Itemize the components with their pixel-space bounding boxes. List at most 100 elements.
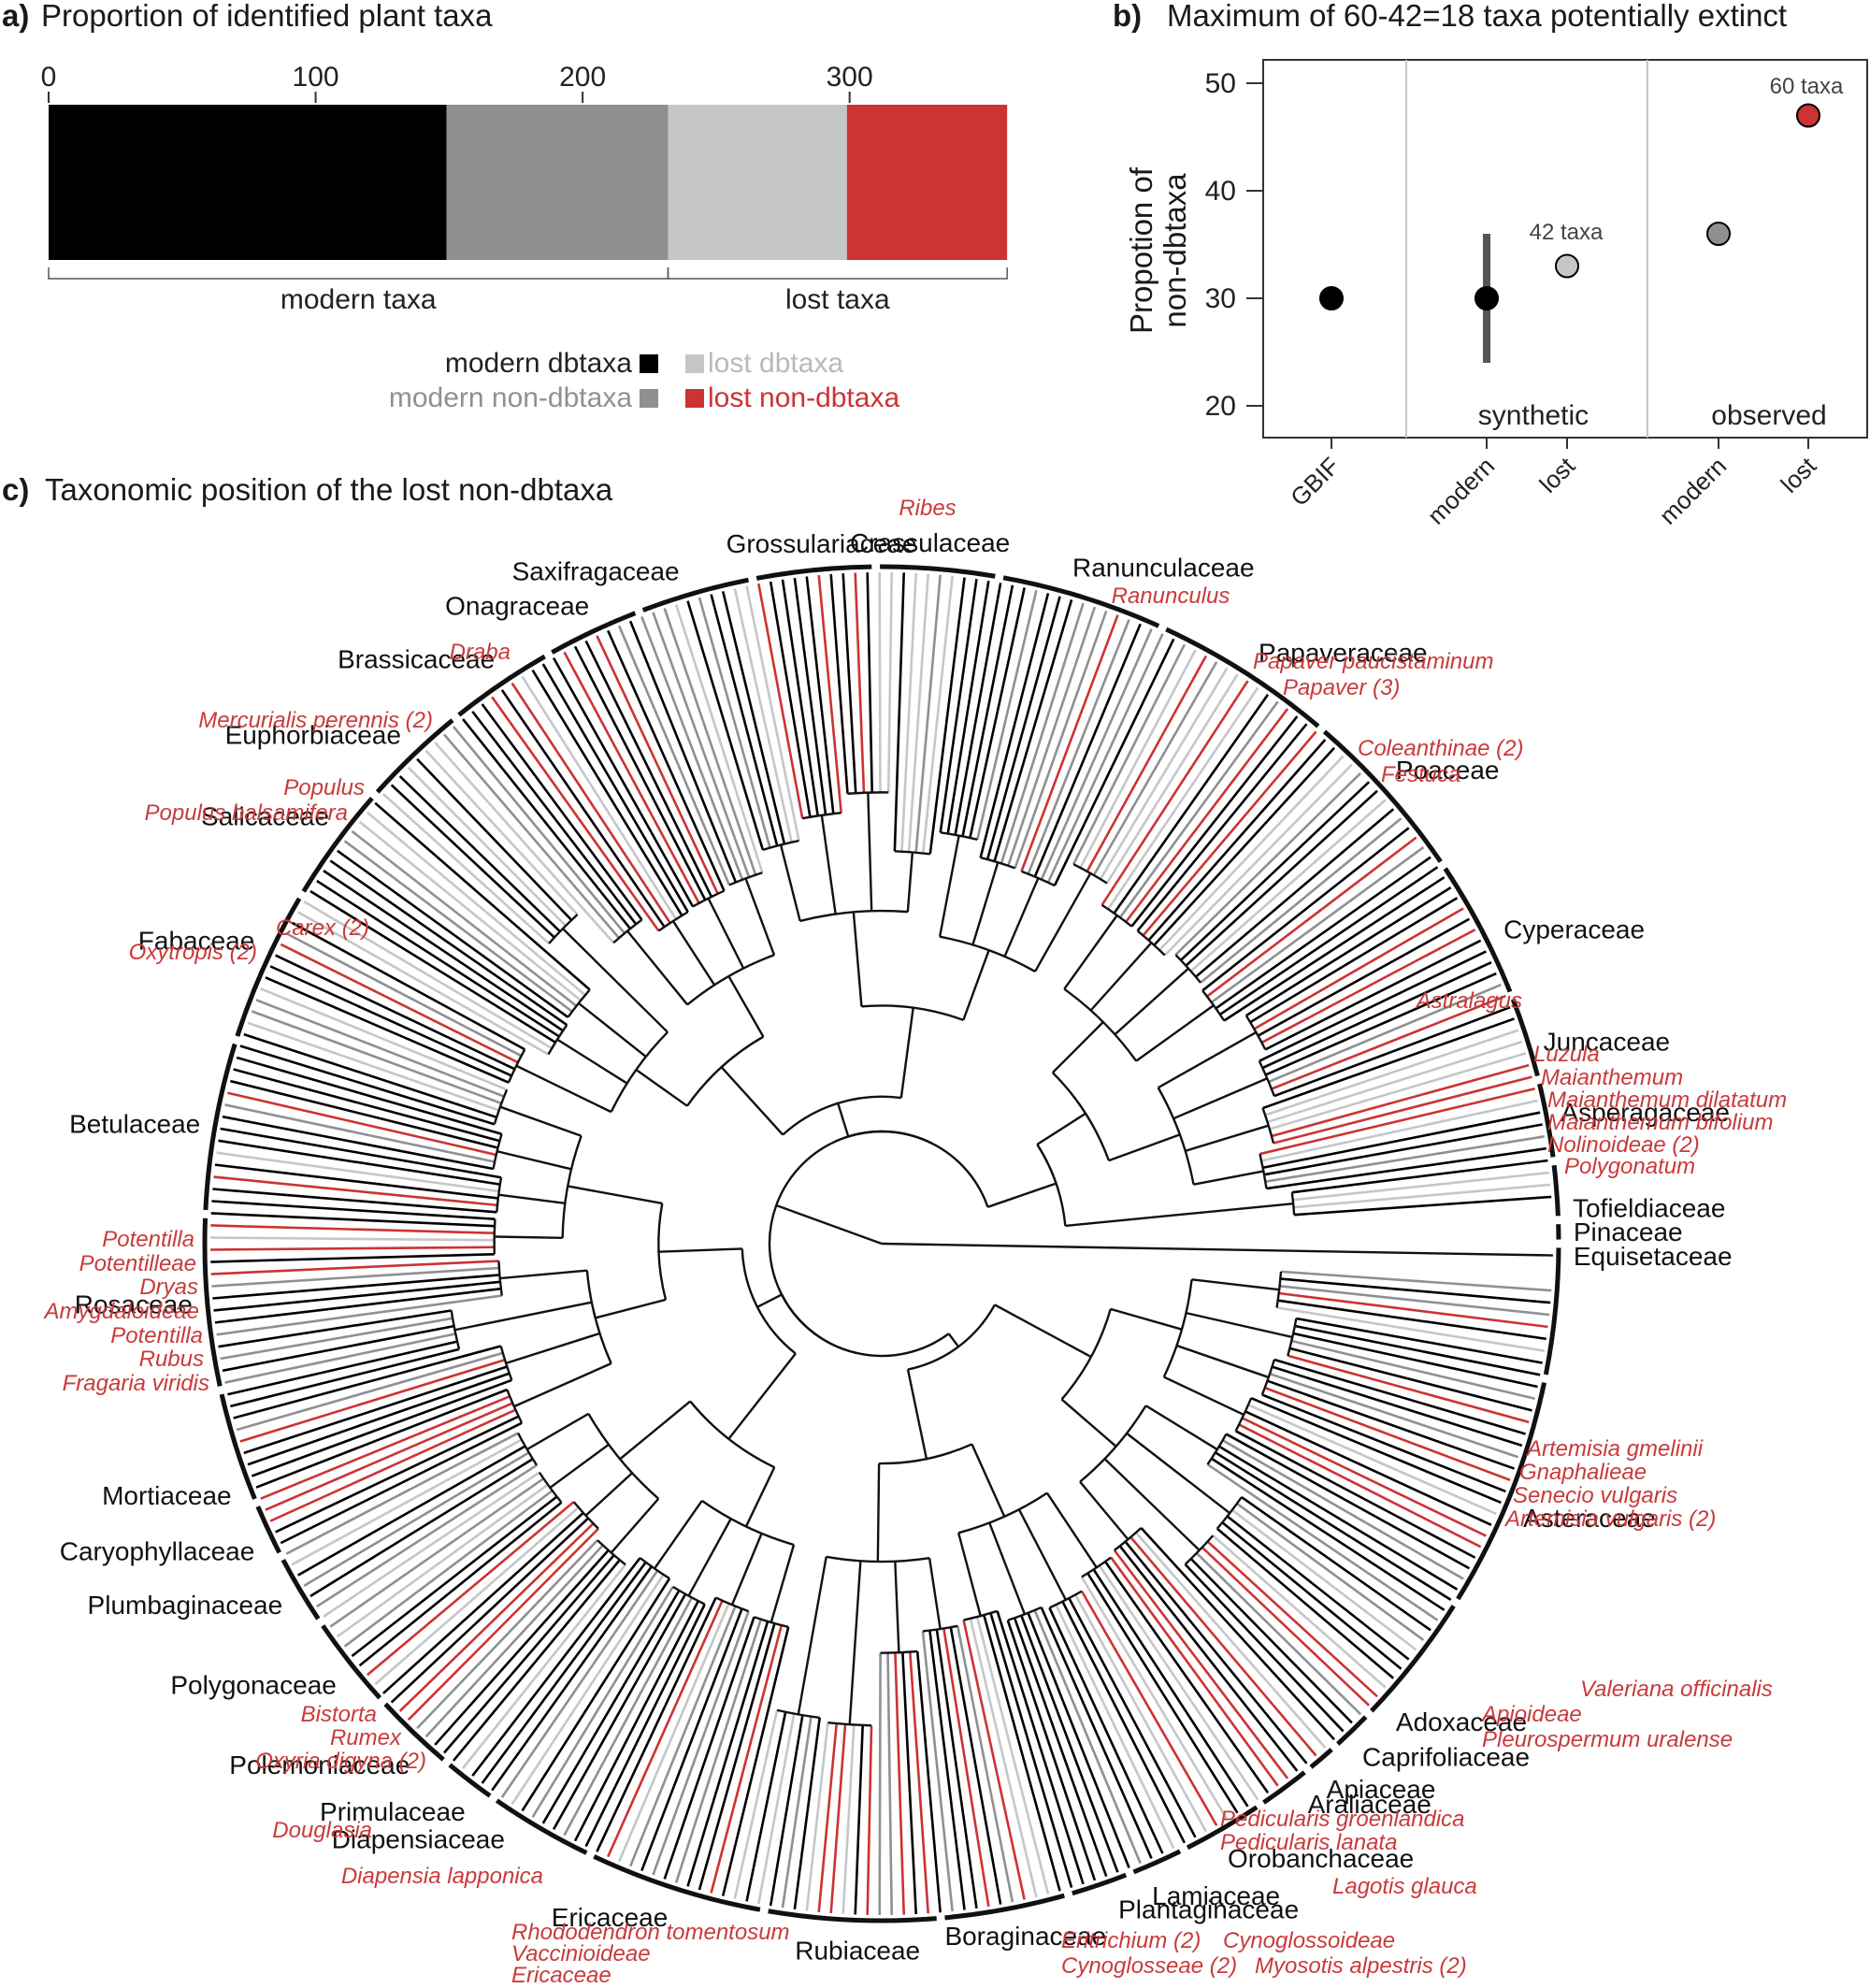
x-tick-label-a: 300 xyxy=(827,62,873,93)
tip-branch xyxy=(212,1274,500,1300)
tip-branch xyxy=(1118,1545,1299,1772)
tip-branch xyxy=(1267,1379,1515,1470)
tip-branch xyxy=(1080,1576,1229,1821)
tip-branch xyxy=(1280,1277,1551,1304)
y-tick-label-b: 30 xyxy=(1205,283,1236,314)
lost-taxon-label: Lagotis glauca xyxy=(1332,1874,1477,1899)
family-ring xyxy=(202,564,1561,1923)
lost-taxon-label: Myosotis alpestris (2) xyxy=(1255,1953,1467,1979)
tip-branch xyxy=(1259,1088,1535,1156)
lost-taxon-label: Eritrichium (2) xyxy=(1061,1928,1201,1953)
tip-branch xyxy=(793,577,827,815)
tip-branch xyxy=(710,594,779,846)
internal-branch xyxy=(707,898,745,970)
clade-arc xyxy=(547,1024,568,1056)
internal-branch xyxy=(779,844,801,922)
lost-taxon-label: Potentilla xyxy=(110,1323,203,1348)
tip-branch xyxy=(462,718,632,929)
internal-branch xyxy=(727,975,765,1038)
tip-branch xyxy=(640,1607,743,1872)
lost-taxon-label: Oxyria digyna (2) xyxy=(255,1749,426,1774)
tip-branch xyxy=(239,1358,506,1443)
internal-branch xyxy=(1163,1376,1244,1417)
family-label-plantaginaceae: Plantaginaceae xyxy=(1118,1894,1299,1923)
tip-branch xyxy=(1061,1601,1187,1844)
internal-branch xyxy=(756,1293,783,1308)
tip-branch xyxy=(210,1236,495,1242)
clade-arc xyxy=(572,1501,599,1530)
tip-branch xyxy=(1278,1291,1548,1329)
tip-branch xyxy=(1289,1347,1532,1412)
tip-branch xyxy=(1225,1433,1471,1570)
clade-arc xyxy=(497,1261,503,1296)
lost-taxon-label: Populus xyxy=(283,775,365,800)
x-tick-label-lost: lost xyxy=(1533,451,1580,497)
tip-branch xyxy=(366,1501,575,1677)
clade-arc xyxy=(1258,1060,1275,1097)
lost-taxon-label: Cynoglosseae (2) xyxy=(1061,1953,1237,1979)
tip-branch xyxy=(996,1610,1085,1885)
internal-branch xyxy=(1172,1077,1268,1120)
legend-swatch-lost-non-dbtaxa xyxy=(685,389,704,408)
internal-branch xyxy=(658,1247,742,1253)
tip-branch xyxy=(1092,1568,1249,1808)
tip-branch xyxy=(1014,610,1108,869)
internal-branch xyxy=(906,1369,928,1460)
tip-branch xyxy=(1189,1558,1353,1724)
internal-branch xyxy=(727,1352,797,1440)
family-label-juncaceae: Juncaceae xyxy=(1544,1028,1670,1057)
internal-branch xyxy=(498,1193,566,1204)
clade-arc xyxy=(657,911,689,932)
lost-taxon-label: Ranunculus xyxy=(1112,583,1230,609)
tip-branch xyxy=(1218,1445,1459,1591)
tip-branch xyxy=(1269,1052,1526,1131)
tip-branch xyxy=(866,1725,873,1915)
lost-taxon-label: Draba xyxy=(450,640,511,665)
tip-branch xyxy=(686,1621,770,1887)
tip-branch xyxy=(260,1395,511,1500)
clade-arc xyxy=(496,1177,503,1213)
family-label-grossulariaceae: Grossulariaceae xyxy=(726,529,917,558)
tip-branch xyxy=(563,651,700,904)
panel-b-ylabel-line1: Propotion of xyxy=(1124,166,1158,334)
tip-branch xyxy=(1000,602,1085,864)
tip-branch xyxy=(781,579,819,816)
internal-branch xyxy=(1133,1210,1207,1220)
tip-branch xyxy=(1234,1430,1476,1559)
internal-branch xyxy=(515,1064,612,1114)
lost-taxon-label: Coleanthinae (2) xyxy=(1358,736,1523,761)
tip-branch xyxy=(434,742,615,944)
panel-c: c) Taxonomic position of the lost non-db… xyxy=(2,472,1787,1988)
tip-branch xyxy=(1068,1597,1197,1838)
tip-branch xyxy=(1261,961,1492,1070)
family-ring-arc xyxy=(1072,1872,1128,1896)
annotation-42-taxa: 42 taxa xyxy=(1530,220,1604,245)
internal-branch xyxy=(1158,1030,1258,1089)
y-tick-label-b: 40 xyxy=(1205,176,1236,207)
tip-branch xyxy=(1020,1615,1119,1873)
internal-branch xyxy=(988,1522,1027,1615)
internal-branch xyxy=(947,1333,960,1347)
family-ring-arc xyxy=(1370,1605,1456,1713)
tip-branch xyxy=(210,1252,495,1263)
tip-branch xyxy=(224,1333,456,1384)
tip-branch xyxy=(452,726,626,934)
tip-branch xyxy=(511,682,671,924)
lost-taxon-label: Bistorta xyxy=(301,1702,377,1727)
tip-branch xyxy=(842,1724,856,1914)
tip-branch xyxy=(894,1652,906,1915)
tip-branch xyxy=(1250,1397,1502,1505)
panel-b-y-axis: 20 30 40 50 xyxy=(1205,68,1263,422)
family-ring-arc xyxy=(255,1505,281,1554)
y-tick-label-b: 20 xyxy=(1205,391,1236,422)
tip-branch xyxy=(628,620,738,884)
tip-branch xyxy=(1163,763,1353,957)
tip-branch xyxy=(434,1549,610,1746)
internal-arc xyxy=(561,1135,583,1238)
internal-branch xyxy=(671,920,716,987)
family-label-tofieldiaceae: Tofieldiaceae xyxy=(1573,1193,1725,1222)
family-ring-arc xyxy=(768,1909,937,1923)
x-tick-label-a: 0 xyxy=(41,62,57,93)
tip-branch xyxy=(596,635,719,895)
tip-branch xyxy=(1223,876,1446,1022)
